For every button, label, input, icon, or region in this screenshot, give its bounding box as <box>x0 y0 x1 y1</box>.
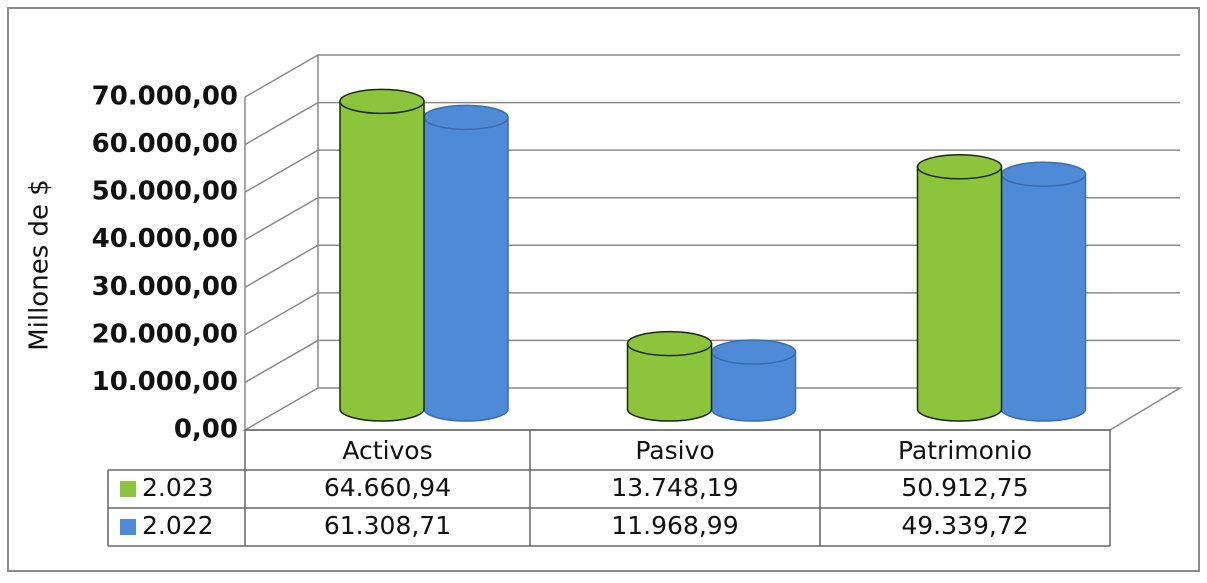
cylinder <box>339 100 425 422</box>
y-tick-label: 30.000,00 <box>92 272 238 302</box>
cylinder-top <box>423 104 509 131</box>
table-value: 13.748,19 <box>611 473 738 502</box>
table-value: 11.968,99 <box>611 511 738 540</box>
cylinder <box>916 166 1003 422</box>
cylinder-top <box>339 88 425 115</box>
grid-line <box>244 149 1180 193</box>
y-axis-label: Millones de $ <box>25 179 55 351</box>
y-tick-label: 70.000,00 <box>92 82 238 112</box>
legend-swatch <box>120 481 136 497</box>
legend-label: 2.023 <box>142 473 214 502</box>
table-value: 61.308,71 <box>324 511 451 540</box>
x-tick-label: Patrimonio <box>898 436 1032 465</box>
cylinder-top <box>626 330 713 357</box>
y-tick-label: 10.000,00 <box>92 367 238 397</box>
y-tick-label: 0,00 <box>174 415 238 445</box>
table-value: 49.339,72 <box>901 511 1028 540</box>
cylinder <box>626 342 713 422</box>
legend-swatch <box>120 519 136 535</box>
table-value: 64.660,94 <box>324 473 451 502</box>
grid-line <box>244 339 1180 384</box>
cylinder <box>710 351 797 422</box>
grid-line <box>244 196 1180 241</box>
y-tick-label: 60.000,00 <box>92 129 238 159</box>
data-table: Activos 61.308,71 64.660,94 Pasivo 11.968,99… <box>107 429 1111 547</box>
y-tick-label: 20.000,00 <box>92 319 238 349</box>
y-tick-label: 40.000,00 <box>92 224 238 254</box>
x-tick-label: Pasivo <box>635 436 714 465</box>
y-tick-label: 50.000,00 <box>92 177 238 207</box>
grid-line <box>244 54 1180 98</box>
cylinder <box>1000 173 1087 422</box>
x-tick-label: Activos <box>342 436 432 465</box>
grid-line <box>244 101 1180 146</box>
cylinder-top <box>916 154 1003 180</box>
legend-label: 2.022 <box>142 511 214 540</box>
grid-line <box>244 292 1180 336</box>
table-value: 50.912,75 <box>901 473 1028 502</box>
cylinder-top <box>1000 161 1087 188</box>
cylinder-top <box>710 339 797 365</box>
grid-line <box>244 244 1180 288</box>
cylinder <box>423 116 509 422</box>
